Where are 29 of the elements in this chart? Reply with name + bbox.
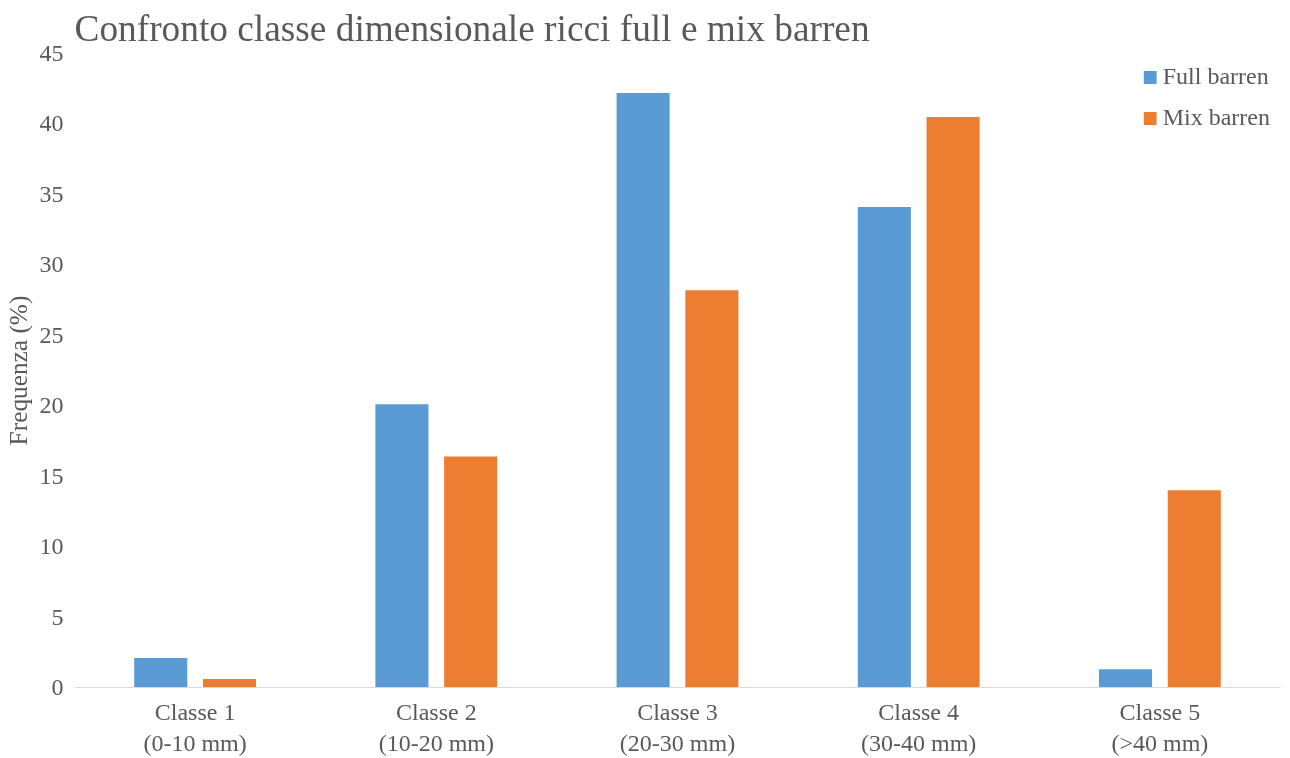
y-tick-label: 10 <box>39 533 64 560</box>
y-tick-label: 30 <box>39 251 64 278</box>
y-tick-label: 35 <box>39 180 64 207</box>
y-tick-label: 0 <box>51 674 64 700</box>
legend-label: Full barren <box>1162 63 1269 90</box>
bar <box>202 679 256 688</box>
chart-title: Confronto classe dimensionale ricci full e mix barren <box>74 7 870 49</box>
x-tick-label: Classe 2 (10-20 mm) <box>378 698 494 756</box>
x-tick-label: Classe 4 (30-40 mm) <box>861 698 977 756</box>
bar <box>926 116 980 688</box>
y-tick-label: 5 <box>51 603 64 630</box>
y-axis-title: Frequenza (%) <box>3 295 33 446</box>
y-tick-label: 25 <box>39 321 64 348</box>
bar <box>375 404 429 688</box>
y-tick-label: 20 <box>39 392 64 419</box>
bar <box>857 207 911 688</box>
bar <box>1099 669 1153 688</box>
bar <box>1167 490 1221 688</box>
y-tick-label: 45 <box>39 40 64 66</box>
x-tick-label: Classe 3 (20-30 mm) <box>619 698 736 756</box>
legend-label: Mix barren <box>1162 104 1270 131</box>
y-tick-label: 40 <box>39 110 64 137</box>
bar <box>444 456 498 688</box>
bar <box>134 657 188 688</box>
x-tick-label: Classe 1 (0-10 mm) <box>143 698 247 756</box>
bar <box>616 92 670 688</box>
bar <box>685 290 739 688</box>
x-tick-label: Classe 5 (>40 mm) <box>1111 698 1209 756</box>
y-tick-label: 15 <box>39 462 64 489</box>
